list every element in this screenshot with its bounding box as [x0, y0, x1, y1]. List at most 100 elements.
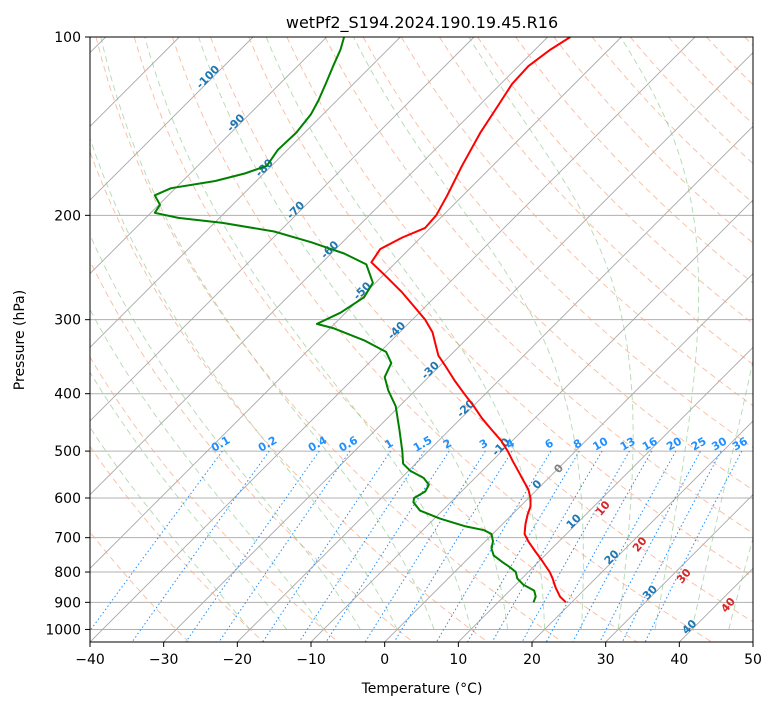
isotherm-label: -100: [194, 63, 223, 92]
dry-adiabat-line: [706, 37, 753, 86]
mixing-ratio-line: [90, 450, 223, 632]
isotherm-label: -30: [419, 359, 442, 382]
y-tick-label: 500: [54, 444, 81, 460]
dry-adiabat-line: [248, 37, 753, 578]
dewpoint-profile-line: [153, 37, 537, 603]
dry-adiabat-line: [90, 356, 339, 642]
dry-adiabat-line: [95, 37, 563, 642]
y-tick-label: 200: [54, 208, 81, 224]
isotherm-line: [679, 567, 753, 642]
isotherm-label: -40: [385, 319, 408, 342]
dry-adiabat-line: [591, 37, 753, 204]
y-tick-label: 1000: [45, 622, 81, 638]
dry-adiabat-line: [133, 37, 638, 642]
mixing-ratio-line: [599, 450, 701, 642]
dry-adiabat-line: [171, 37, 712, 642]
mixing-ratio-line: [298, 450, 425, 642]
moist-adiabat-line: [90, 308, 324, 630]
moist-adiabat-line: [620, 37, 700, 630]
dry-adiabat-line: [668, 37, 753, 125]
dry-adiabat-line: [90, 150, 488, 642]
isotherm-line: [531, 420, 753, 642]
isotherm-line: [237, 125, 753, 642]
y-tick-label: 400: [54, 387, 81, 403]
x-tick-label: 20: [523, 652, 541, 668]
mixing-ratio-line: [545, 450, 653, 642]
mixing-ratio-line: [262, 450, 392, 642]
x-tick-label: 0: [380, 652, 389, 668]
isotherm-line: [90, 37, 696, 642]
moist-adiabat-line: [90, 136, 398, 630]
dry-adiabat-line: [210, 37, 753, 623]
x-tick-label: −10: [296, 652, 326, 668]
mixing-ratio-line: [572, 450, 677, 642]
dry-adiabat-line: [553, 37, 753, 244]
x-tick-label: 50: [744, 652, 762, 668]
temperature-profile-line: [370, 37, 571, 604]
isotherm-label: -60: [318, 238, 341, 261]
y-tick-label: 100: [54, 30, 81, 46]
isotherm-line: [90, 37, 327, 275]
isotherm-label: -20: [454, 397, 477, 420]
dry-adiabat-line: [90, 531, 190, 642]
moist-adiabat-line: [90, 234, 361, 630]
isotherm-label: 10: [564, 511, 584, 531]
y-tick-label: 700: [54, 531, 81, 547]
moist-adiabat-line: [728, 536, 753, 630]
y-axis-title: Pressure (hPa): [12, 290, 28, 390]
mixing-ratio-line: [131, 450, 270, 642]
mixing-ratio-line: [521, 450, 630, 642]
mixing-ratio-line: [644, 450, 743, 642]
mixing-ratio-line: [325, 450, 450, 642]
moist-adiabat-label: 40: [718, 595, 738, 615]
moist-adiabat-label: 30: [674, 566, 694, 586]
moist-adiabat-line: [90, 371, 288, 630]
moist-adiabat-line: [198, 37, 509, 630]
moist-adiabat-line: [90, 426, 251, 630]
x-axis-ticks: −40 −30 −20 −10 0 10 20 30 40 50: [75, 642, 762, 668]
x-tick-label: −20: [223, 652, 253, 668]
isotherm-line: [90, 37, 622, 569]
dry-adiabat-line: [90, 445, 264, 642]
x-tick-label: −30: [149, 652, 179, 668]
x-tick-label: 10: [449, 652, 467, 668]
dry-adiabat-line: [477, 37, 753, 325]
dry-adiabat-line: [324, 37, 753, 491]
isotherm-line: [605, 494, 753, 642]
mixing-ratio-label: 6: [543, 436, 556, 451]
moist-adiabat-line: [144, 37, 472, 630]
x-tick-label: −40: [75, 652, 105, 668]
isotherm-line: [90, 37, 254, 201]
isotherm-label: 20: [602, 547, 622, 567]
moist-adiabat-line: [265, 37, 546, 630]
isotherm-label: 30: [640, 582, 660, 602]
mixing-ratio-line: [218, 450, 351, 642]
chart-title: wetPf2_S194.2024.190.19.45.R16: [286, 13, 558, 33]
y-tick-label: 300: [54, 313, 81, 329]
dry-adiabat-line: [286, 37, 753, 534]
y-axis-ticks: 100 200 300 400 500 600 700 800 900 1000: [45, 30, 90, 638]
isotherm-label: 40: [679, 617, 699, 637]
isotherm-label: -80: [253, 156, 276, 179]
mixing-ratio-label: 2: [441, 437, 454, 452]
y-tick-label: 900: [54, 595, 81, 611]
y-tick-label: 800: [54, 565, 81, 581]
profile-series: [153, 37, 571, 604]
isotherm-line: [384, 273, 753, 642]
plot-frame: [89, 36, 754, 643]
isotherm-line: [310, 199, 753, 642]
isotherm-line: [90, 37, 475, 422]
isotherm-line: [163, 52, 753, 642]
isotherm-line: [90, 37, 401, 348]
isotherm-line: [458, 346, 753, 642]
x-tick-label: 40: [670, 652, 688, 668]
dry-adiabat-line: [439, 37, 753, 365]
moist-adiabat-line: [353, 37, 584, 630]
dry-adiabat-line: [90, 259, 414, 642]
x-tick-label: 30: [597, 652, 615, 668]
y-tick-label: 600: [54, 491, 81, 507]
moist-adiabat-line: [100, 37, 435, 630]
moist-adiabat-line: [691, 358, 753, 630]
mixing-ratio-line: [185, 450, 320, 642]
